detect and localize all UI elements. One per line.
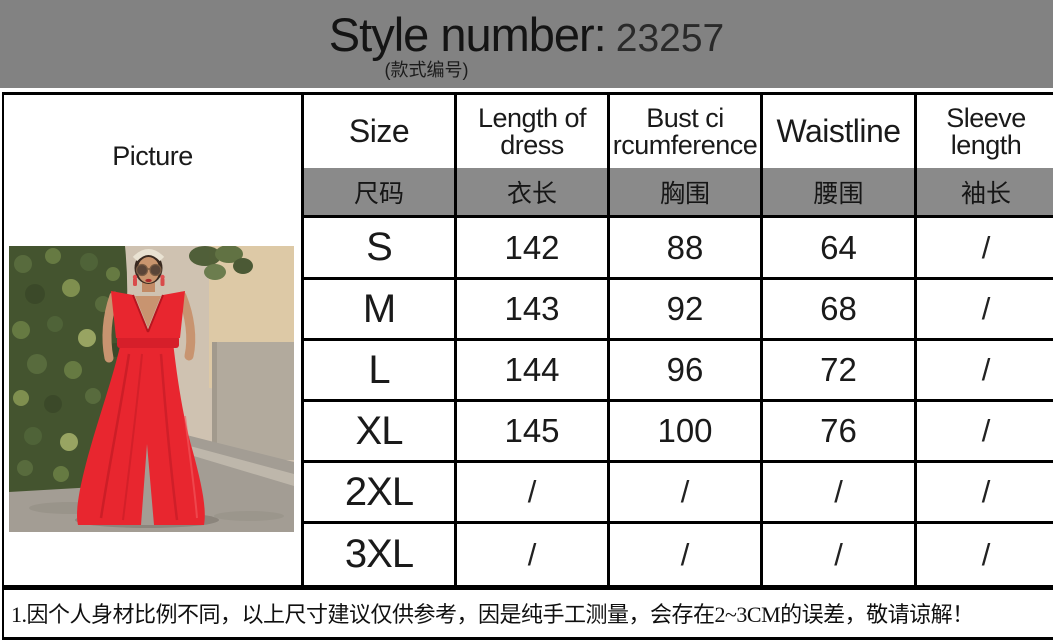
bust-cell: 96 (610, 341, 763, 402)
column-header-size: Size (304, 95, 457, 168)
size-cell: L (304, 341, 457, 402)
waist-cell: 76 (763, 402, 917, 463)
column-header-length: Length of dress (457, 95, 610, 168)
product-photo (9, 245, 294, 532)
product-photo-cell (4, 218, 304, 585)
size-cell: 3XL (304, 524, 457, 585)
column-header-picture: Picture (4, 95, 304, 218)
sleeve-cell: / (917, 218, 1053, 280)
style-number-label: Style number: (328, 7, 607, 61)
size-cell: M (304, 280, 457, 341)
length-cell: / (457, 524, 610, 585)
column-header-length-cn: 衣长 (457, 168, 610, 218)
waist-cell: 64 (763, 218, 917, 280)
bust-cell: / (610, 524, 763, 585)
style-number-value: 23257 (615, 16, 725, 60)
sleeve-cell: / (917, 341, 1053, 402)
size-table: Picture Size Length of dress Bust ci rcu… (2, 92, 1053, 585)
bust-cell: / (610, 463, 763, 524)
size-cell: XL (304, 402, 457, 463)
length-cell: 143 (457, 280, 610, 341)
column-header-bust: Bust ci rcumference (610, 95, 763, 168)
column-header-sleeve-cn: 袖长 (917, 168, 1053, 218)
column-header-waistline: Waistline (763, 95, 917, 168)
length-cell: 142 (457, 218, 610, 280)
size-cell: 2XL (304, 463, 457, 524)
sleeve-cell: / (917, 280, 1053, 341)
sleeve-cell: / (917, 402, 1053, 463)
waist-cell: / (763, 524, 917, 585)
bust-cell: 92 (610, 280, 763, 341)
style-number-subtitle-cn: (款式编号) (384, 59, 469, 80)
sleeve-cell: / (917, 463, 1053, 524)
bust-cell: 88 (610, 218, 763, 280)
length-cell: 145 (457, 402, 610, 463)
column-header-size-cn: 尺码 (304, 168, 457, 218)
waist-cell: 68 (763, 280, 917, 341)
size-cell: S (304, 218, 457, 280)
product-photo-illustration (9, 245, 294, 532)
measurement-disclaimer: 1.因个人身材比例不同，以上尺寸建议仅供参考，因是纯手工测量，会存在2~3CM的… (2, 585, 1053, 640)
waist-cell: / (763, 463, 917, 524)
column-header-sleeve: Sleeve length (917, 95, 1053, 168)
column-header-waistline-cn: 腰围 (763, 168, 917, 218)
sleeve-cell: / (917, 524, 1053, 585)
style-number-line: Style number: 23257 (329, 7, 724, 62)
style-number-banner: Style number: 23257 (款式编号) (0, 0, 1053, 88)
column-header-bust-cn: 胸围 (610, 168, 763, 218)
length-cell: 144 (457, 341, 610, 402)
bust-cell: 100 (610, 402, 763, 463)
waist-cell: 72 (763, 341, 917, 402)
length-cell: / (457, 463, 610, 524)
